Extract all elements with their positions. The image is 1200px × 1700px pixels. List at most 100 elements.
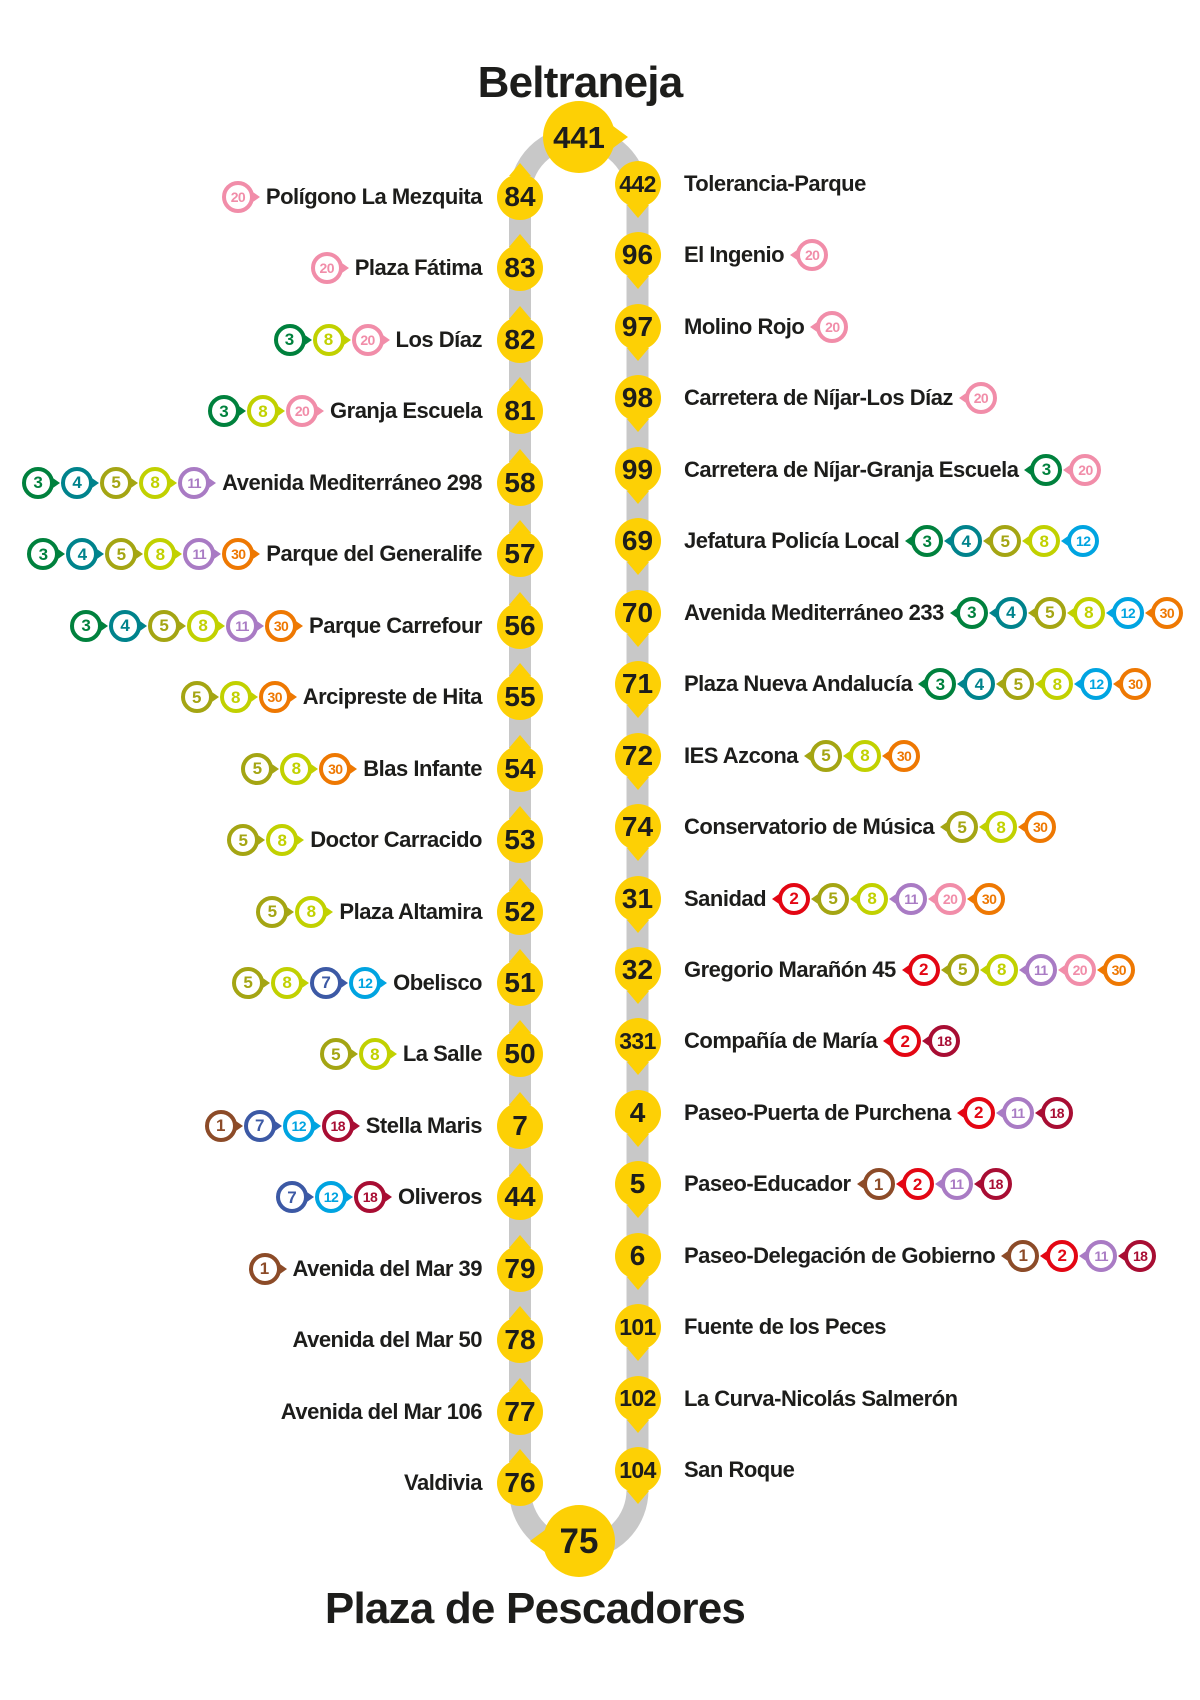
line-badges: 7 12 18 <box>275 1181 392 1214</box>
line-badge: 5 <box>180 681 219 714</box>
line-number: 5 <box>159 616 169 636</box>
badge-pointer-icon <box>347 761 358 776</box>
stop-name: Granja Escuela <box>330 398 482 424</box>
line-number: 7 <box>287 1187 297 1207</box>
stop-number: 84 <box>504 181 536 212</box>
line-number: 8 <box>282 973 292 993</box>
line-badge: 8 <box>979 811 1018 844</box>
badge-pointer-icon <box>922 1034 933 1049</box>
badge-pointer-icon <box>260 975 271 990</box>
line-badges: 2 18 <box>883 1025 961 1058</box>
stop-name: Avenida del Mar 50 <box>292 1327 483 1353</box>
stop-marker: 102 <box>614 1375 661 1433</box>
line-badge: 18 <box>353 1181 392 1214</box>
line-number: 8 <box>996 817 1006 837</box>
badge-pointer-icon <box>176 618 187 633</box>
line-badge: 1 <box>856 1168 895 1201</box>
line-badge: 3 <box>70 609 109 642</box>
line-number: 30 <box>1159 604 1175 621</box>
stop-number: 75 <box>559 1521 599 1561</box>
line-badge: 1 <box>248 1252 287 1285</box>
badge-pointer-icon <box>1144 605 1155 620</box>
line-badge: 20 <box>221 181 260 213</box>
line-number: 5 <box>238 830 249 850</box>
line-number: 8 <box>277 830 288 850</box>
badge-pointer-icon <box>1034 1105 1045 1120</box>
line-badge: 8 <box>295 895 334 928</box>
direction-down-pointer-icon <box>626 848 649 862</box>
line-number: 20 <box>942 890 958 907</box>
line-badges: 3 4 5 8 11 30 <box>27 538 261 571</box>
direction-down-pointer-icon <box>626 1419 649 1433</box>
badge-pointer-icon <box>901 962 912 977</box>
badge-pointer-icon <box>301 332 312 347</box>
badge-pointer-icon <box>988 605 999 620</box>
line-badge: 11 <box>995 1096 1034 1129</box>
stop-row: Avenida del Mar 106 <box>281 1399 483 1425</box>
line-badge: 20 <box>958 382 997 415</box>
line-number: 30 <box>896 747 912 764</box>
stop-number: 97 <box>621 310 654 342</box>
stop-marker: 4 <box>614 1089 661 1147</box>
direction-up-pointer-icon <box>509 234 531 248</box>
line-number: 11 <box>904 890 918 907</box>
line-badge: 5 <box>804 739 842 772</box>
badge-pointer-icon <box>804 748 814 763</box>
line-badge: 2 <box>1040 1239 1079 1272</box>
line-number: 1 <box>259 1259 270 1279</box>
line-number: 3 <box>219 401 229 421</box>
badge-pointer-icon <box>883 1034 894 1049</box>
badge-pointer-icon <box>247 690 258 705</box>
line-badges: 2 11 18 <box>956 1096 1073 1129</box>
line-badges: 20 <box>221 181 260 213</box>
stop-row: Compañía de María 2 18 <box>684 1025 961 1058</box>
line-number: 30 <box>273 617 289 634</box>
line-badge: 1 <box>204 1109 243 1142</box>
badge-pointer-icon <box>206 475 217 490</box>
line-number: 3 <box>967 603 977 623</box>
line-number: 1 <box>873 1174 884 1194</box>
stop-number: 69 <box>621 525 654 557</box>
line-number: 2 <box>912 1174 923 1194</box>
line-badges: 3 4 5 8 11 30 <box>70 609 304 642</box>
badge-pointer-icon <box>323 904 334 919</box>
line-badge: 18 <box>1034 1096 1073 1129</box>
badge-pointer-icon <box>386 1047 397 1062</box>
line-badge: 30 <box>1113 668 1152 701</box>
line-number: 3 <box>1041 460 1052 480</box>
line-badge: 8 <box>843 739 881 772</box>
line-badges: 1 2 11 18 <box>1001 1239 1157 1272</box>
line-badges: 20 <box>310 252 349 285</box>
stop-name: Jefatura Policía Local <box>684 528 900 554</box>
stop-number: 56 <box>504 609 536 641</box>
line-badge: 30 <box>1144 596 1183 629</box>
stop-row: Carretera de Níjar-Los Díaz 20 <box>684 382 997 415</box>
badge-pointer-icon <box>1022 534 1033 549</box>
direction-up-pointer-icon <box>509 877 531 891</box>
line-badge: 5 <box>983 525 1022 558</box>
terminal-title-top: Beltraneja <box>477 58 684 107</box>
stop-number: 76 <box>504 1467 536 1499</box>
stop-number: 96 <box>621 239 654 271</box>
stop-marker: 7 <box>497 1091 543 1149</box>
line-number: 18 <box>1049 1104 1065 1121</box>
stop-marker: 55 <box>497 663 543 721</box>
direction-up-pointer-icon <box>509 305 531 319</box>
stop-number: 77 <box>504 1395 536 1427</box>
stop-row: La Curva-Nicolás Salmerón <box>684 1386 958 1412</box>
line-badge: 12 <box>1074 668 1113 701</box>
stop-name: IES Azcona <box>684 742 799 768</box>
line-badge: 11 <box>1079 1239 1118 1272</box>
line-badges: 3 8 20 <box>273 323 390 356</box>
badge-pointer-icon <box>211 547 222 562</box>
line-badge: 2 <box>956 1096 995 1129</box>
line-badge: 3 <box>918 668 957 701</box>
line-badge: 5 <box>811 882 850 915</box>
direction-down-pointer-icon <box>626 562 649 576</box>
direction-down-pointer-icon <box>626 990 649 1004</box>
direction-down-pointer-icon <box>626 1491 649 1505</box>
line-number: 18 <box>937 1033 952 1050</box>
line-badge: 8 <box>144 538 183 571</box>
stop-row: Paseo-Puerta de Purchena 2 11 18 <box>684 1096 1073 1129</box>
